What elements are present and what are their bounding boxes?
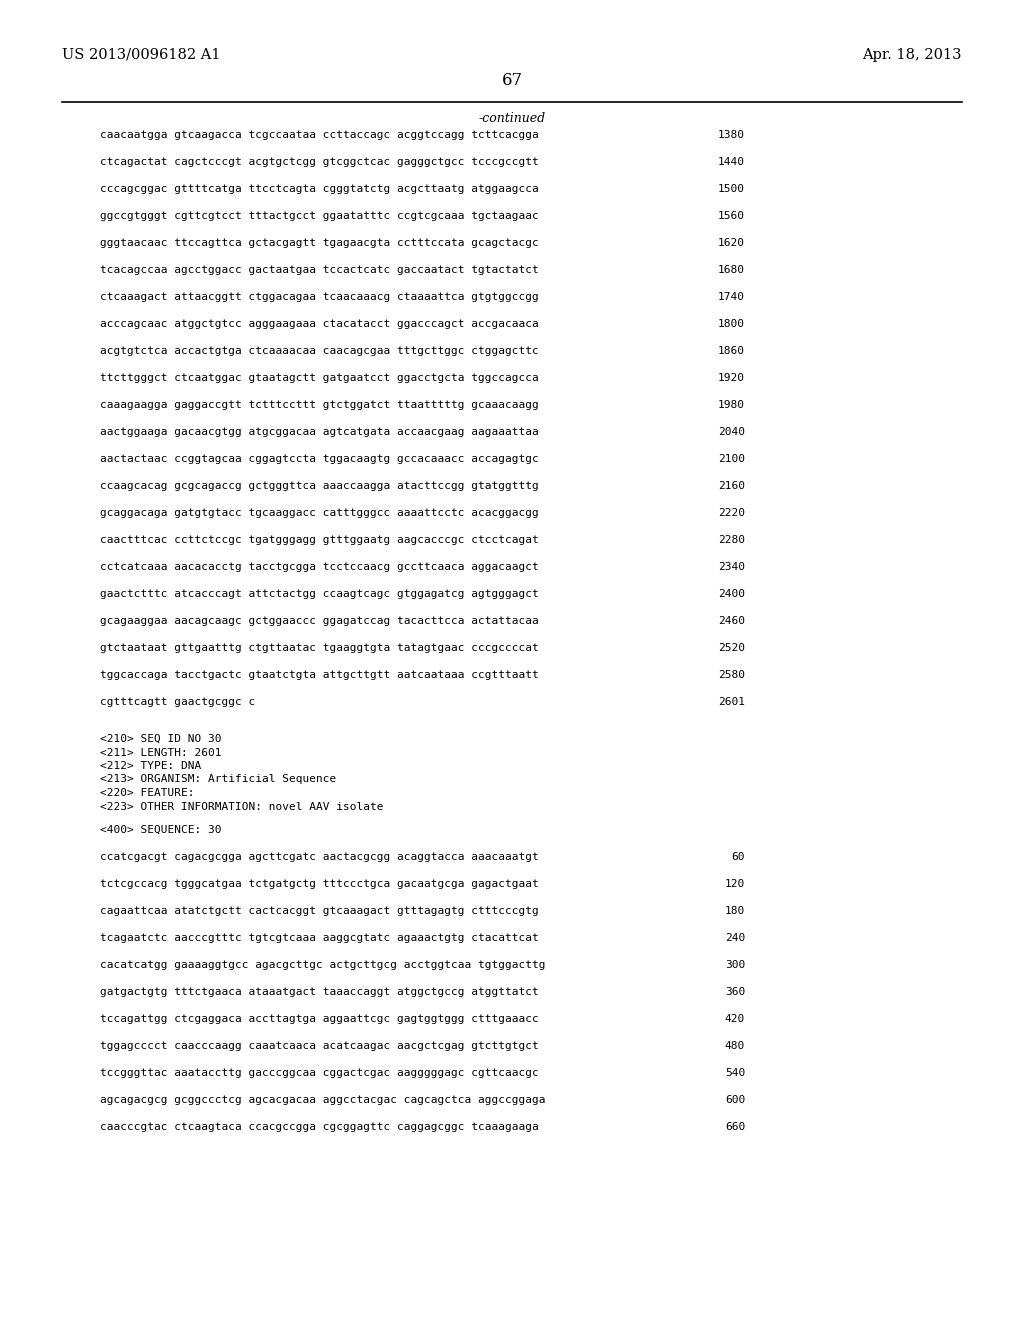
Text: tccagattgg ctcgaggaca accttagtga aggaattcgc gagtggtggg ctttgaaacc: tccagattgg ctcgaggaca accttagtga aggaatt…: [100, 1014, 539, 1024]
Text: caacccgtac ctcaagtaca ccacgccgga cgcggagttc caggagcggc tcaaagaaga: caacccgtac ctcaagtaca ccacgccgga cgcggag…: [100, 1122, 539, 1133]
Text: tcacagccaa agcctggacc gactaatgaa tccactcatc gaccaatact tgtactatct: tcacagccaa agcctggacc gactaatgaa tccactc…: [100, 265, 539, 275]
Text: ttcttgggct ctcaatggac gtaatagctt gatgaatcct ggacctgcta tggccagcca: ttcttgggct ctcaatggac gtaatagctt gatgaat…: [100, 374, 539, 383]
Text: cgtttcagtt gaactgcggc c: cgtttcagtt gaactgcggc c: [100, 697, 255, 708]
Text: caacaatgga gtcaagacca tcgccaataa ccttaccagc acggtccagg tcttcacgga: caacaatgga gtcaagacca tcgccaataa ccttacc…: [100, 129, 539, 140]
Text: 2280: 2280: [718, 535, 745, 545]
Text: acgtgtctca accactgtga ctcaaaacaa caacagcgaa tttgcttggc ctggagcttc: acgtgtctca accactgtga ctcaaaacaa caacagc…: [100, 346, 539, 356]
Text: gggtaacaac ttccagttca gctacgagtt tgagaacgta cctttccata gcagctacgc: gggtaacaac ttccagttca gctacgagtt tgagaac…: [100, 238, 539, 248]
Text: 2601: 2601: [718, 697, 745, 708]
Text: 480: 480: [725, 1041, 745, 1051]
Text: gaactctttc atcacccagt attctactgg ccaagtcagc gtggagatcg agtgggagct: gaactctttc atcacccagt attctactgg ccaagtc…: [100, 589, 539, 599]
Text: ctcaaagact attaacggtt ctggacagaa tcaacaaacg ctaaaattca gtgtggccgg: ctcaaagact attaacggtt ctggacagaa tcaacaa…: [100, 292, 539, 302]
Text: 2220: 2220: [718, 508, 745, 517]
Text: 1680: 1680: [718, 265, 745, 275]
Text: cccagcggac gttttcatga ttcctcagta cgggtatctg acgcttaatg atggaagcca: cccagcggac gttttcatga ttcctcagta cgggtat…: [100, 183, 539, 194]
Text: Apr. 18, 2013: Apr. 18, 2013: [862, 48, 962, 62]
Text: 240: 240: [725, 933, 745, 942]
Text: caactttcac ccttctccgc tgatgggagg gtttggaatg aagcacccgc ctcctcagat: caactttcac ccttctccgc tgatgggagg gtttgga…: [100, 535, 539, 545]
Text: <210> SEQ ID NO 30: <210> SEQ ID NO 30: [100, 734, 221, 744]
Text: 360: 360: [725, 987, 745, 997]
Text: 2100: 2100: [718, 454, 745, 465]
Text: <213> ORGANISM: Artificial Sequence: <213> ORGANISM: Artificial Sequence: [100, 775, 336, 784]
Text: tccgggttac aaataccttg gacccggcaa cggactcgac aagggggagc cgttcaacgc: tccgggttac aaataccttg gacccggcaa cggactc…: [100, 1068, 539, 1078]
Text: 1440: 1440: [718, 157, 745, 168]
Text: 1860: 1860: [718, 346, 745, 356]
Text: 660: 660: [725, 1122, 745, 1133]
Text: 2340: 2340: [718, 562, 745, 572]
Text: 2580: 2580: [718, 671, 745, 680]
Text: 600: 600: [725, 1096, 745, 1105]
Text: <211> LENGTH: 2601: <211> LENGTH: 2601: [100, 747, 221, 758]
Text: 120: 120: [725, 879, 745, 888]
Text: gtctaataat gttgaatttg ctgttaatac tgaaggtgta tatagtgaac cccgccccat: gtctaataat gttgaatttg ctgttaatac tgaaggt…: [100, 643, 539, 653]
Text: 2460: 2460: [718, 616, 745, 626]
Text: 1620: 1620: [718, 238, 745, 248]
Text: 540: 540: [725, 1068, 745, 1078]
Text: 1380: 1380: [718, 129, 745, 140]
Text: cagaattcaa atatctgctt cactcacggt gtcaaagact gtttagagtg ctttcccgtg: cagaattcaa atatctgctt cactcacggt gtcaaag…: [100, 906, 539, 916]
Text: 2400: 2400: [718, 589, 745, 599]
Text: tcagaatctc aacccgtttc tgtcgtcaaa aaggcgtatc agaaactgtg ctacattcat: tcagaatctc aacccgtttc tgtcgtcaaa aaggcgt…: [100, 933, 539, 942]
Text: gcagaaggaa aacagcaagc gctggaaccc ggagatccag tacacttcca actattacaa: gcagaaggaa aacagcaagc gctggaaccc ggagatc…: [100, 616, 539, 626]
Text: 420: 420: [725, 1014, 745, 1024]
Text: 67: 67: [502, 73, 522, 88]
Text: 1740: 1740: [718, 292, 745, 302]
Text: 1980: 1980: [718, 400, 745, 411]
Text: <400> SEQUENCE: 30: <400> SEQUENCE: 30: [100, 825, 221, 836]
Text: ccatcgacgt cagacgcgga agcttcgatc aactacgcgg acaggtacca aaacaaatgt: ccatcgacgt cagacgcgga agcttcgatc aactacg…: [100, 851, 539, 862]
Text: 2040: 2040: [718, 426, 745, 437]
Text: 2160: 2160: [718, 480, 745, 491]
Text: gcaggacaga gatgtgtacc tgcaaggacc catttgggcc aaaattcctc acacggacgg: gcaggacaga gatgtgtacc tgcaaggacc catttgg…: [100, 508, 539, 517]
Text: 300: 300: [725, 960, 745, 970]
Text: ggccgtgggt cgttcgtcct tttactgcct ggaatatttc ccgtcgcaaa tgctaagaac: ggccgtgggt cgttcgtcct tttactgcct ggaatat…: [100, 211, 539, 220]
Text: gatgactgtg tttctgaaca ataaatgact taaaccaggt atggctgccg atggttatct: gatgactgtg tttctgaaca ataaatgact taaacca…: [100, 987, 539, 997]
Text: <223> OTHER INFORMATION: novel AAV isolate: <223> OTHER INFORMATION: novel AAV isola…: [100, 801, 384, 812]
Text: ctcagactat cagctcccgt acgtgctcgg gtcggctcac gagggctgcc tcccgccgtt: ctcagactat cagctcccgt acgtgctcgg gtcggct…: [100, 157, 539, 168]
Text: tctcgccacg tgggcatgaa tctgatgctg tttccctgca gacaatgcga gagactgaat: tctcgccacg tgggcatgaa tctgatgctg tttccct…: [100, 879, 539, 888]
Text: -continued: -continued: [478, 112, 546, 125]
Text: <212> TYPE: DNA: <212> TYPE: DNA: [100, 762, 202, 771]
Text: <220> FEATURE:: <220> FEATURE:: [100, 788, 195, 799]
Text: 2520: 2520: [718, 643, 745, 653]
Text: ccaagcacag gcgcagaccg gctgggttca aaaccaagga atacttccgg gtatggtttg: ccaagcacag gcgcagaccg gctgggttca aaaccaa…: [100, 480, 539, 491]
Text: aactactaac ccggtagcaa cggagtccta tggacaagtg gccacaaacc accagagtgc: aactactaac ccggtagcaa cggagtccta tggacaa…: [100, 454, 539, 465]
Text: 1920: 1920: [718, 374, 745, 383]
Text: tggagcccct caacccaagg caaatcaaca acatcaagac aacgctcgag gtcttgtgct: tggagcccct caacccaagg caaatcaaca acatcaa…: [100, 1041, 539, 1051]
Text: acccagcaac atggctgtcc agggaagaaa ctacatacct ggacccagct accgacaaca: acccagcaac atggctgtcc agggaagaaa ctacata…: [100, 319, 539, 329]
Text: 1500: 1500: [718, 183, 745, 194]
Text: tggcaccaga tacctgactc gtaatctgta attgcttgtt aatcaataaa ccgtttaatt: tggcaccaga tacctgactc gtaatctgta attgctt…: [100, 671, 539, 680]
Text: aactggaaga gacaacgtgg atgcggacaa agtcatgata accaacgaag aagaaattaa: aactggaaga gacaacgtgg atgcggacaa agtcatg…: [100, 426, 539, 437]
Text: 1560: 1560: [718, 211, 745, 220]
Text: 60: 60: [731, 851, 745, 862]
Text: cacatcatgg gaaaaggtgcc agacgcttgc actgcttgcg acctggtcaa tgtggacttg: cacatcatgg gaaaaggtgcc agacgcttgc actgct…: [100, 960, 546, 970]
Text: 180: 180: [725, 906, 745, 916]
Text: US 2013/0096182 A1: US 2013/0096182 A1: [62, 48, 220, 62]
Text: cctcatcaaa aacacacctg tacctgcgga tcctccaacg gccttcaaca aggacaagct: cctcatcaaa aacacacctg tacctgcgga tcctcca…: [100, 562, 539, 572]
Text: 1800: 1800: [718, 319, 745, 329]
Text: agcagacgcg gcggccctcg agcacgacaa aggcctacgac cagcagctca aggccggaga: agcagacgcg gcggccctcg agcacgacaa aggccta…: [100, 1096, 546, 1105]
Text: caaagaagga gaggaccgtt tctttccttt gtctggatct ttaatttttg gcaaacaagg: caaagaagga gaggaccgtt tctttccttt gtctgga…: [100, 400, 539, 411]
